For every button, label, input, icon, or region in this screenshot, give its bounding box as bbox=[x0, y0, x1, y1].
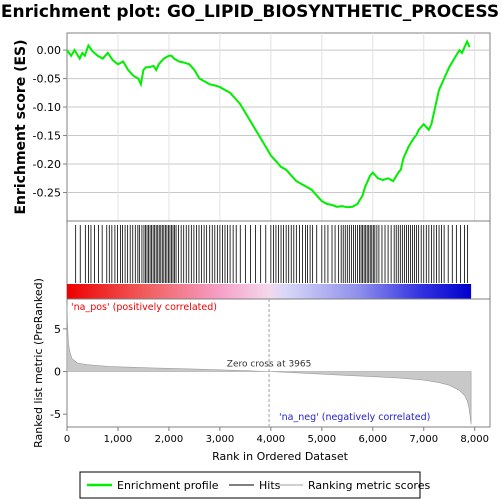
rank-y-axis-label: Ranked list metric (PreRanked) bbox=[32, 278, 45, 448]
es-y-axis-label: Enrichment score (ES) bbox=[13, 39, 29, 214]
es-grid bbox=[67, 33, 490, 221]
legend-enrichment-label: Enrichment profile bbox=[117, 479, 219, 492]
es-y-tick-label: -0.05 bbox=[33, 73, 61, 86]
ranking-color-bar bbox=[67, 284, 472, 299]
chart-title: Enrichment plot: GO_LIPID_BIOSYNTHETIC_P… bbox=[0, 2, 500, 22]
rank-y-tick-label: -5 bbox=[50, 408, 61, 421]
rank-y-tick-label: 5 bbox=[54, 323, 61, 336]
zero-cross-label: Zero cross at 3965 bbox=[227, 360, 312, 370]
es-y-ticks: 0.00 -0.05 -0.10 -0.15 -0.20 -0.25 bbox=[33, 44, 67, 200]
es-panel-frame bbox=[66, 32, 491, 222]
enrichment-profile-line bbox=[66, 39, 471, 209]
hit-markers bbox=[75, 225, 468, 283]
x-tick-label: 7,000 bbox=[409, 434, 438, 445]
x-tick-label: 8,000 bbox=[460, 434, 489, 445]
es-y-tick-label: -0.10 bbox=[33, 101, 61, 114]
es-y-tick-label: -0.20 bbox=[33, 158, 61, 171]
x-tick-label: 0 bbox=[64, 434, 70, 445]
es-y-tick-label: -0.15 bbox=[33, 130, 61, 143]
rank-x-ticks: 0 1,000 2,000 3,000 4,000 5,000 6,000 7,000 8,00… bbox=[64, 427, 489, 445]
x-axis-label: Rank in Ordered Dataset bbox=[212, 450, 349, 463]
rank-y-tick-label: 0 bbox=[54, 366, 61, 379]
legend-hits-label: Hits bbox=[259, 479, 281, 492]
x-tick-label: 1,000 bbox=[104, 434, 133, 445]
es-y-tick-label: 0.00 bbox=[37, 44, 62, 57]
rank-y-ticks: 5 0 -5 bbox=[50, 323, 67, 421]
x-tick-label: 2,000 bbox=[155, 434, 184, 445]
ranking-metric-area bbox=[66, 303, 472, 425]
positive-correlation-label: 'na_pos' (positively correlated) bbox=[71, 302, 217, 313]
es-y-tick-label: -0.25 bbox=[33, 187, 61, 200]
negative-correlation-label: 'na_neg' (negatively correlated) bbox=[279, 412, 430, 423]
x-tick-label: 3,000 bbox=[206, 434, 235, 445]
x-tick-label: 6,000 bbox=[358, 434, 387, 445]
legend-metric-label: Ranking metric scores bbox=[308, 479, 430, 492]
x-tick-label: 5,000 bbox=[307, 434, 336, 445]
x-tick-label: 4,000 bbox=[257, 434, 286, 445]
